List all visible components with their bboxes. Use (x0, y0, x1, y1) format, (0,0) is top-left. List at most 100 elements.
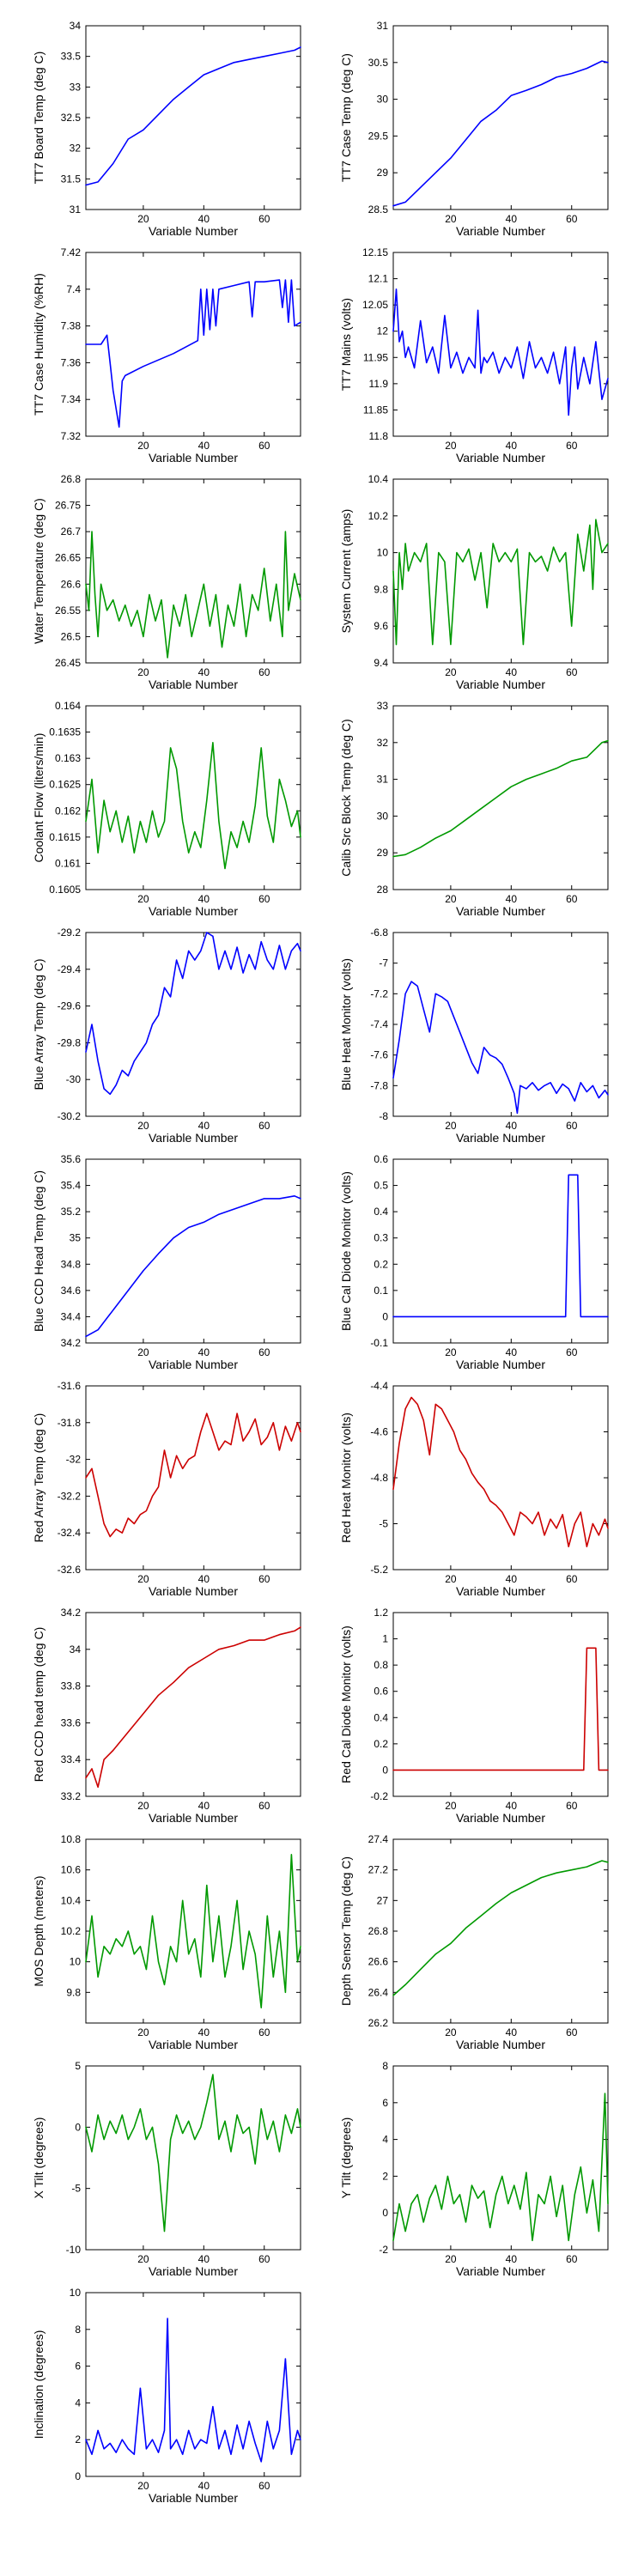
y-tick-label: 35.2 (61, 1206, 82, 1218)
y-tick-label: 0.5 (374, 1180, 388, 1192)
y-tick-label: -6.8 (370, 927, 388, 939)
y-tick-label: 26.4 (368, 1986, 389, 1998)
y-tick-label: -5 (71, 2183, 81, 2195)
y-tick-label: -30 (66, 1073, 82, 1085)
chart-panel: -0.2 0 0.2 0.4 0.6 0.8 1 1.2 20 40 60 Variable Numb… (339, 1607, 609, 1825)
y-tick-label: 26.55 (55, 605, 81, 617)
y-tick-label: 28.5 (368, 204, 389, 216)
x-tick-label: 40 (506, 2026, 518, 2038)
y-tick-label: 33 (377, 700, 389, 712)
x-tick-label: 60 (258, 893, 270, 905)
x-tick-label: 20 (445, 2253, 457, 2265)
y-tick-label: -29.4 (58, 963, 82, 975)
x-tick-label: 20 (137, 1573, 149, 1585)
y-tick-label: -29.8 (58, 1036, 82, 1048)
x-tick-label: 40 (198, 1573, 210, 1585)
plot-frame (85, 25, 301, 210)
y-tick-label: 0.164 (55, 700, 81, 712)
y-tick-label: 10 (70, 2287, 82, 2299)
y-tick-label: 9.4 (374, 657, 388, 669)
chart-panel: 0 2 4 6 8 10 20 40 60 Variable Number Inclination … (32, 2287, 301, 2505)
y-axis-label: TT7 Case Temp (deg C) (339, 53, 353, 182)
y-tick-label: 26.6 (368, 1956, 389, 1968)
x-axis-label: Variable Number (456, 224, 545, 238)
y-tick-label: 0.8 (374, 1659, 388, 1671)
y-tick-label: 31 (70, 204, 82, 216)
y-tick-label: -32.6 (58, 1564, 82, 1576)
y-axis-label: Red Array Temp (deg C) (32, 1413, 46, 1543)
x-tick-label: 60 (258, 2026, 270, 2038)
y-tick-label: 0 (382, 2207, 388, 2219)
x-tick-label: 20 (137, 1800, 149, 1812)
x-tick-label: 20 (445, 213, 457, 225)
y-tick-label: 34.8 (61, 1258, 82, 1270)
x-axis-label: Variable Number (456, 677, 545, 691)
chart-panel: 34.2 34.4 34.6 34.8 35 35.2 35.4 35.6 20 40 60 Vari… (32, 1153, 301, 1371)
y-tick-label: 0.4 (374, 1206, 388, 1218)
y-tick-label: 27.4 (368, 1833, 389, 1845)
y-tick-label: 26.75 (55, 500, 81, 512)
y-tick-label: -29.2 (58, 927, 82, 939)
x-tick-label: 40 (506, 2253, 518, 2265)
y-tick-label: -29.6 (58, 1000, 82, 1012)
plot-frame (392, 1838, 609, 2024)
y-tick-label: 0.163 (55, 752, 81, 764)
y-tick-label: 8 (382, 2060, 388, 2072)
y-tick-label: 33.8 (61, 1680, 82, 1692)
chart-panel: 7.32 7.34 7.36 7.38 7.4 7.42 20 40 60 Variable Nu… (32, 246, 301, 465)
x-tick-label: 20 (445, 1800, 457, 1812)
x-tick-label: 20 (137, 1120, 149, 1132)
y-tick-label: 34 (70, 1643, 82, 1656)
y-tick-label: 10 (70, 1956, 82, 1968)
y-tick-label: 26.5 (61, 630, 82, 642)
y-tick-label: 2 (382, 2170, 388, 2182)
y-tick-label: 29.5 (368, 130, 389, 142)
x-tick-label: 40 (506, 1346, 518, 1358)
x-tick-label: 60 (258, 666, 270, 678)
series-line (392, 739, 609, 858)
y-tick-label: 0.1615 (49, 831, 81, 843)
x-tick-label: 60 (566, 1800, 578, 1812)
y-axis-label: Y Tilt (degrees) (339, 2117, 353, 2199)
x-tick-label: 60 (258, 2253, 270, 2265)
x-axis-label: Variable Number (149, 2491, 238, 2505)
y-tick-label: 30.5 (368, 57, 389, 69)
y-tick-label: 33.5 (61, 51, 82, 63)
y-tick-label: 11.8 (369, 430, 389, 442)
y-tick-label: 6 (75, 2360, 81, 2372)
x-axis-label: Variable Number (456, 451, 545, 465)
y-tick-label: 12.15 (362, 246, 388, 258)
y-tick-label: -4.8 (370, 1472, 388, 1484)
x-tick-label: 40 (198, 2026, 210, 2038)
chart-panel: -30.2 -30 -29.8 -29.6 -29.4 -29.2 20 40 60 Variab… (32, 927, 301, 1145)
chart-panel: 31 31.5 32 32.5 33 33.5 34 20 40 60 Variable Numbe… (32, 20, 301, 238)
y-tick-label: -0.2 (370, 1790, 388, 1802)
y-tick-label: 33.6 (61, 1716, 82, 1728)
y-tick-label: -31.6 (58, 1380, 82, 1392)
y-axis-label: Depth Sensor Temp (deg C) (339, 1856, 353, 2006)
x-tick-label: 60 (566, 893, 578, 905)
plot-frame (392, 1612, 609, 1797)
y-tick-label: 9.6 (374, 620, 388, 632)
y-tick-label: 31.5 (61, 173, 82, 185)
x-tick-label: 20 (445, 1346, 457, 1358)
y-tick-label: 7.4 (66, 283, 81, 295)
x-tick-label: 40 (506, 1800, 518, 1812)
x-axis-label: Variable Number (456, 904, 545, 918)
series-line (392, 1647, 609, 1771)
y-tick-label: 10.2 (368, 510, 389, 522)
x-axis-label: Variable Number (149, 1131, 238, 1145)
y-axis-label: Water Temperature (deg C) (32, 498, 46, 644)
y-tick-label: 33.4 (61, 1753, 82, 1765)
y-tick-label: 12.1 (368, 273, 389, 285)
y-axis-label: Blue Heat Monitor (volts) (339, 958, 353, 1091)
series-line (85, 279, 301, 428)
y-tick-label: 34.4 (61, 1310, 82, 1322)
y-axis-label: Blue Array Temp (deg C) (32, 958, 46, 1090)
y-tick-label: 35 (70, 1232, 82, 1244)
y-axis-label: Calib Src Block Temp (deg C) (339, 719, 353, 876)
y-tick-label: 26.8 (61, 473, 82, 485)
x-tick-label: 40 (506, 213, 518, 225)
x-tick-label: 60 (258, 1800, 270, 1812)
